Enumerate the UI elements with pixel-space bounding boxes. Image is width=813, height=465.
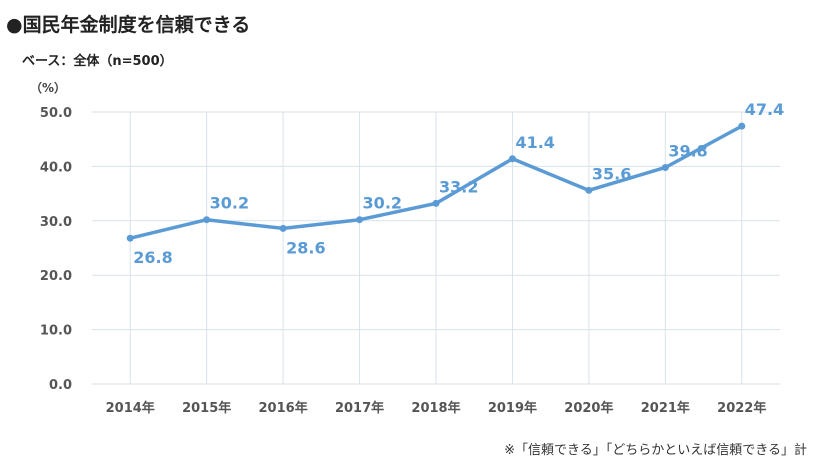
- data-point: [356, 216, 364, 224]
- data-label: 26.8: [133, 248, 172, 267]
- data-point: [585, 186, 593, 194]
- y-tick-label: 10.0: [40, 324, 72, 339]
- data-label: 30.2: [210, 194, 249, 213]
- data-label: 30.2: [363, 194, 402, 213]
- data-label: 41.4: [515, 133, 554, 152]
- data-point: [661, 163, 669, 171]
- data-point: [432, 199, 440, 207]
- x-tick-label: 2020年: [564, 400, 613, 416]
- x-tick-label: 2016年: [259, 400, 308, 416]
- y-tick-label: 50.0: [40, 106, 72, 121]
- x-tick-label: 2015年: [182, 400, 231, 416]
- data-label: 35.6: [592, 164, 631, 183]
- y-tick-label: 30.0: [40, 215, 72, 230]
- y-tick-label: 0.0: [49, 378, 72, 393]
- grid-lines: [92, 111, 780, 385]
- x-tick-label: 2018年: [411, 400, 460, 416]
- y-tick-label: 40.0: [40, 160, 72, 175]
- y-axis-ticks: 0.0 10.0 20.0 30.0 40.0 50.0: [40, 106, 72, 393]
- x-tick-label: 2022年: [717, 400, 766, 416]
- data-point: [508, 155, 516, 163]
- y-tick-label: 20.0: [40, 269, 72, 284]
- x-tick-label: 2014年: [106, 400, 155, 416]
- data-label: 33.2: [439, 177, 478, 196]
- x-tick-label: 2021年: [641, 400, 690, 416]
- x-tick-label: 2017年: [335, 400, 384, 416]
- y-axis-unit-label: （%）: [30, 80, 66, 95]
- x-axis-ticks: 2014年 2015年 2016年 2017年 2018年 2019年 2020年 2021年…: [106, 400, 767, 416]
- data-point: [203, 216, 211, 224]
- data-point: [126, 234, 134, 242]
- sample-base-label: ベース：全体（n=500）: [22, 54, 173, 69]
- footnote: ※「信頼できる」「どちらかといえば信頼できる」計: [504, 443, 807, 458]
- data-label: 47.4: [745, 100, 784, 119]
- data-label: 39.8: [668, 141, 707, 160]
- data-label: 28.6: [286, 238, 325, 257]
- data-series: [126, 122, 746, 242]
- x-tick-label: 2019年: [488, 400, 537, 416]
- data-point: [279, 224, 287, 232]
- chart-title: ●国民年金制度を信頼できる: [6, 14, 251, 36]
- data-point: [738, 122, 746, 130]
- data-labels: 26.8 30.2 28.6 30.2 33.2 41.4 35.6 39.8 47.4: [133, 100, 784, 267]
